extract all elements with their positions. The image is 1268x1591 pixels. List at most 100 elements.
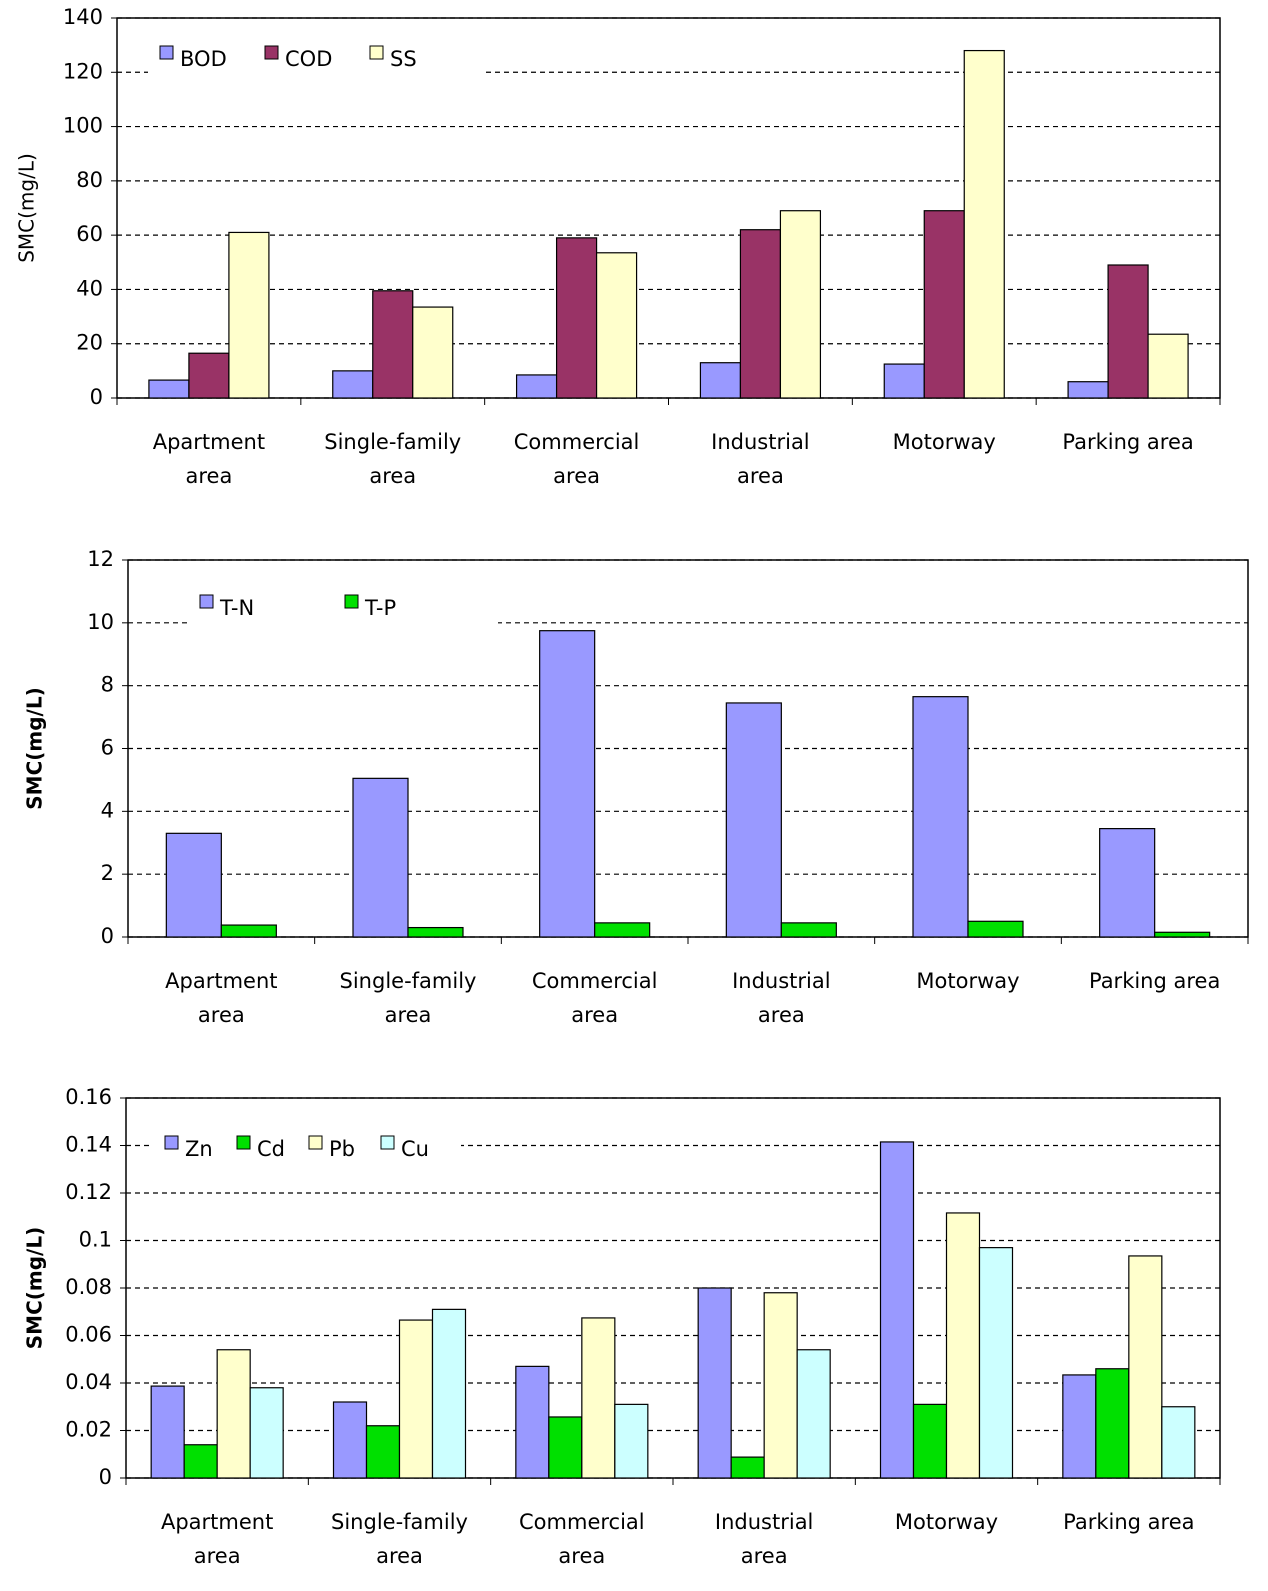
bar [1099, 828, 1156, 938]
y-tick-label: 12 [87, 547, 114, 571]
bar [548, 1416, 583, 1479]
x-tick-label: Apartment area [165, 969, 277, 1027]
bar [796, 1349, 831, 1479]
bar [763, 1292, 798, 1479]
bar [431, 1308, 467, 1479]
x-tick-label: Motorway [916, 969, 1019, 993]
bar [699, 362, 742, 399]
bar [879, 1141, 915, 1479]
x-tick-label: Single-family area [331, 1510, 468, 1568]
x-tick-label: Single-family area [340, 969, 477, 1027]
bar [978, 1247, 1014, 1479]
bar [407, 926, 464, 938]
y-tick-label: 0 [99, 1465, 112, 1489]
y-tick-label: 4 [101, 798, 114, 822]
bar [594, 922, 651, 938]
y-tick-label: 10 [87, 610, 114, 634]
x-tick-label: Apartment area [153, 430, 265, 488]
legend-swatch [164, 1135, 179, 1150]
bar [165, 832, 222, 938]
y-tick-label: 0.04 [65, 1370, 112, 1394]
bar [1147, 333, 1189, 399]
y-tick-label: 0.16 [65, 1085, 112, 1109]
y-tick-label: 6 [101, 736, 114, 760]
legend-bg [153, 1130, 461, 1170]
y-tick-label: 20 [76, 331, 103, 355]
y-tick-label: 0 [90, 385, 103, 409]
legend-label: Pb [329, 1137, 355, 1161]
legend-swatch [369, 45, 384, 60]
y-tick-label: 0.14 [65, 1133, 112, 1157]
x-tick-label: Parking area [1089, 969, 1220, 993]
y-tick-label: 120 [63, 59, 103, 83]
bar [365, 1425, 401, 1479]
y-tick-label: 100 [63, 114, 103, 138]
bar [372, 290, 414, 399]
x-tick-label: Motorway [893, 430, 996, 454]
x-tick-label: Parking area [1063, 1510, 1194, 1534]
bar [249, 1387, 284, 1479]
x-tick-label: Motorway [895, 1510, 998, 1534]
x-tick-label: Commercial area [514, 430, 640, 488]
y-tick-label: 40 [76, 276, 103, 300]
plot-area [116, 17, 1221, 399]
bar [1095, 1368, 1130, 1479]
y-tick-label: 140 [63, 5, 103, 29]
bar [188, 352, 230, 399]
bar [515, 1365, 550, 1479]
bar [539, 630, 596, 938]
bar [332, 1401, 368, 1479]
legend-label: SS [390, 47, 417, 71]
bar [779, 210, 822, 399]
legend-label: Zn [185, 1137, 213, 1161]
bar [352, 777, 409, 938]
bar [697, 1287, 732, 1479]
bar [515, 374, 558, 399]
bar [332, 370, 374, 399]
x-tick-label: Industrial area [732, 969, 831, 1027]
legend-swatch [159, 45, 174, 60]
bar [555, 237, 598, 399]
bar [614, 1403, 649, 1479]
y-tick-label: 80 [76, 168, 103, 192]
y-tick-label: 2 [101, 861, 114, 885]
legend-swatch [308, 1135, 323, 1150]
legend-swatch [380, 1135, 395, 1150]
bar [1128, 1255, 1163, 1479]
x-tick-label: Single-family area [324, 430, 461, 488]
bar [595, 252, 638, 399]
legend-label: BOD [180, 47, 227, 71]
bar [398, 1319, 434, 1479]
x-tick-label: Industrial area [715, 1510, 814, 1568]
bar [228, 231, 270, 399]
legend-bg [148, 40, 483, 80]
bar [963, 49, 1005, 399]
bar [183, 1444, 218, 1479]
x-tick-label: Industrial area [711, 430, 810, 488]
bar [581, 1317, 616, 1479]
bar [923, 210, 965, 399]
x-tick-label: Apartment area [161, 1510, 273, 1568]
y-tick-label: 0.06 [65, 1323, 112, 1347]
bar [220, 924, 277, 938]
bar [1067, 381, 1109, 399]
y-tick-label: 60 [76, 222, 103, 246]
legend-swatch [264, 45, 279, 60]
bar [1062, 1374, 1097, 1479]
y-tick-label: 0.12 [65, 1180, 112, 1204]
legend-swatch [344, 594, 359, 609]
bar [780, 922, 837, 938]
bar [216, 1349, 251, 1479]
x-tick-label: Commercial area [519, 1510, 645, 1568]
bar [725, 702, 782, 938]
y-tick-label: 0.08 [65, 1275, 112, 1299]
y-tick-label: 0.02 [65, 1418, 112, 1442]
bar [1107, 264, 1149, 399]
legend-swatch [236, 1135, 251, 1150]
y-tick-label: 8 [101, 673, 114, 697]
bar [412, 306, 454, 399]
y-tick-label: 0.1 [79, 1228, 112, 1252]
bar [730, 1456, 765, 1479]
y-tick-label: 0 [101, 924, 114, 948]
